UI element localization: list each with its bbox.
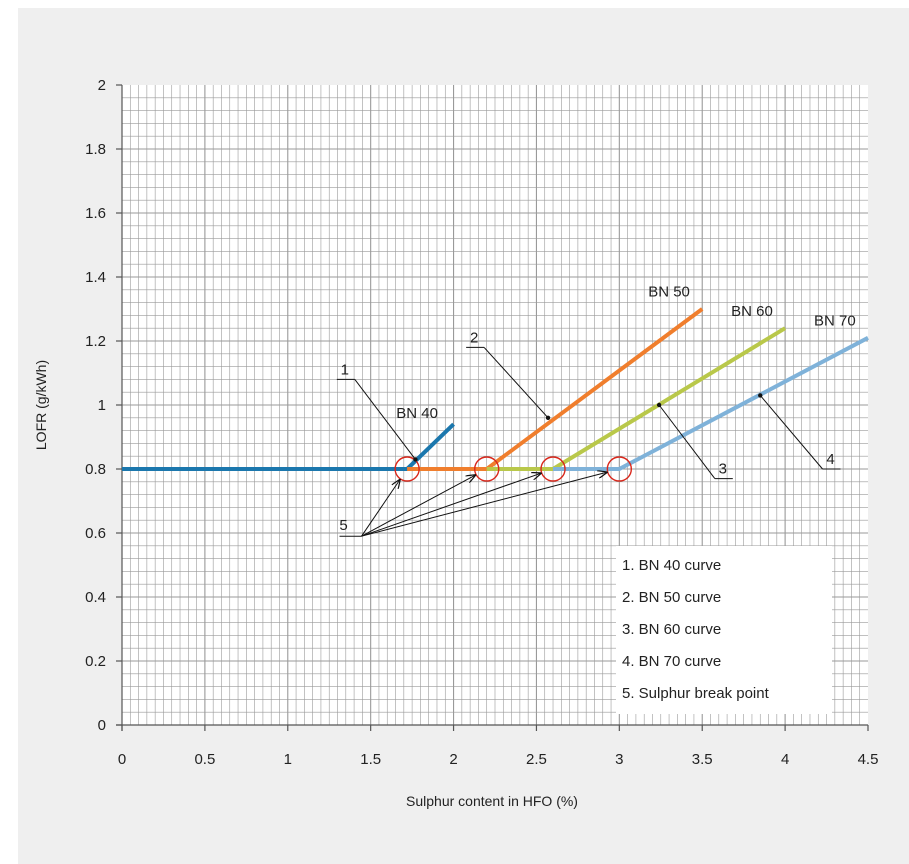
- axes: 0 0.2 0.4 0.6 0.8 1 1.2 1.4 1.6 1.8 2 0 0.5 1 1.5 2 2.5 3…: [85, 77, 878, 768]
- y-tick-label: 2: [98, 77, 106, 94]
- y-tick-label: 0.4: [85, 589, 106, 606]
- x-axis-label: Sulphur content in HFO (%): [406, 793, 578, 809]
- callout-dot: [758, 393, 763, 398]
- break-point-arrow: [361, 473, 541, 537]
- callout-leader: [759, 395, 823, 470]
- callout-dot: [413, 457, 418, 462]
- x-tick-label: 0.5: [194, 751, 215, 768]
- callout-dot: [656, 402, 662, 408]
- callout-number: 5: [339, 517, 347, 534]
- legend: 1. BN 40 curve 2. BN 50 curve 3. BN 60 cur…: [616, 546, 832, 714]
- x-tick-label: 4.5: [858, 751, 879, 768]
- break-point-arrow: [361, 480, 400, 537]
- x-tick-label: 2: [449, 751, 457, 768]
- grid: [122, 85, 868, 725]
- legend-item: 4. BN 70 curve: [622, 653, 721, 670]
- x-tick-label: 1.5: [360, 751, 381, 768]
- x-tick-label: 3: [615, 751, 623, 768]
- break-point-circle: [394, 456, 420, 482]
- callout-number: 3: [719, 461, 727, 478]
- callout-leader: [354, 379, 416, 460]
- y-tick-label: 1.2: [85, 333, 106, 350]
- callout-leader: [483, 347, 549, 419]
- legend-box: [616, 546, 832, 714]
- y-tick-label: 0.6: [85, 525, 106, 542]
- legend-item: 2. BN 50 curve: [622, 589, 721, 606]
- curve-label: BN 70: [814, 312, 856, 329]
- annotations: BN 40 BN 50 BN 60 BN 70 1 2 3 4 5: [336, 284, 856, 537]
- curve-label: BN 50: [648, 284, 690, 301]
- break-point-arrow: [361, 472, 607, 537]
- break-points: [394, 456, 633, 482]
- y-tick-label: 1: [98, 397, 106, 414]
- series-line: [553, 336, 869, 471]
- curve-label: BN 60: [731, 303, 773, 320]
- break-point-arrow: [361, 475, 476, 537]
- curve-label: BN 40: [396, 405, 438, 422]
- callout-dot: [545, 415, 551, 420]
- break-point-circle: [474, 456, 500, 482]
- y-axis-label: LOFR (g/kWh): [33, 360, 49, 450]
- x-tick-label: 0: [118, 751, 126, 768]
- x-tick-label: 1: [284, 751, 292, 768]
- break-point-circle: [606, 456, 633, 482]
- callout-number: 1: [341, 361, 349, 378]
- y-tick-label: 1.4: [85, 269, 106, 286]
- y-tick-label: 1.6: [85, 205, 106, 222]
- x-tick-label: 3.5: [692, 751, 713, 768]
- y-tick-label: 1.8: [85, 141, 106, 158]
- legend-item: 1. BN 40 curve: [622, 557, 721, 574]
- y-tick-label: 0.8: [85, 461, 106, 478]
- series-lines: [122, 307, 869, 471]
- y-tick-label: 0.2: [85, 653, 106, 670]
- callout-number: 4: [826, 451, 834, 468]
- x-tick-label: 4: [781, 751, 789, 768]
- legend-item: 3. BN 60 curve: [622, 621, 721, 638]
- break-point-circle: [540, 456, 566, 482]
- callout-number: 2: [470, 329, 478, 346]
- y-tick-label: 0: [98, 717, 106, 734]
- callout-leader: [658, 404, 716, 479]
- legend-item: 5. Sulphur break point: [622, 685, 770, 702]
- x-tick-label: 2.5: [526, 751, 547, 768]
